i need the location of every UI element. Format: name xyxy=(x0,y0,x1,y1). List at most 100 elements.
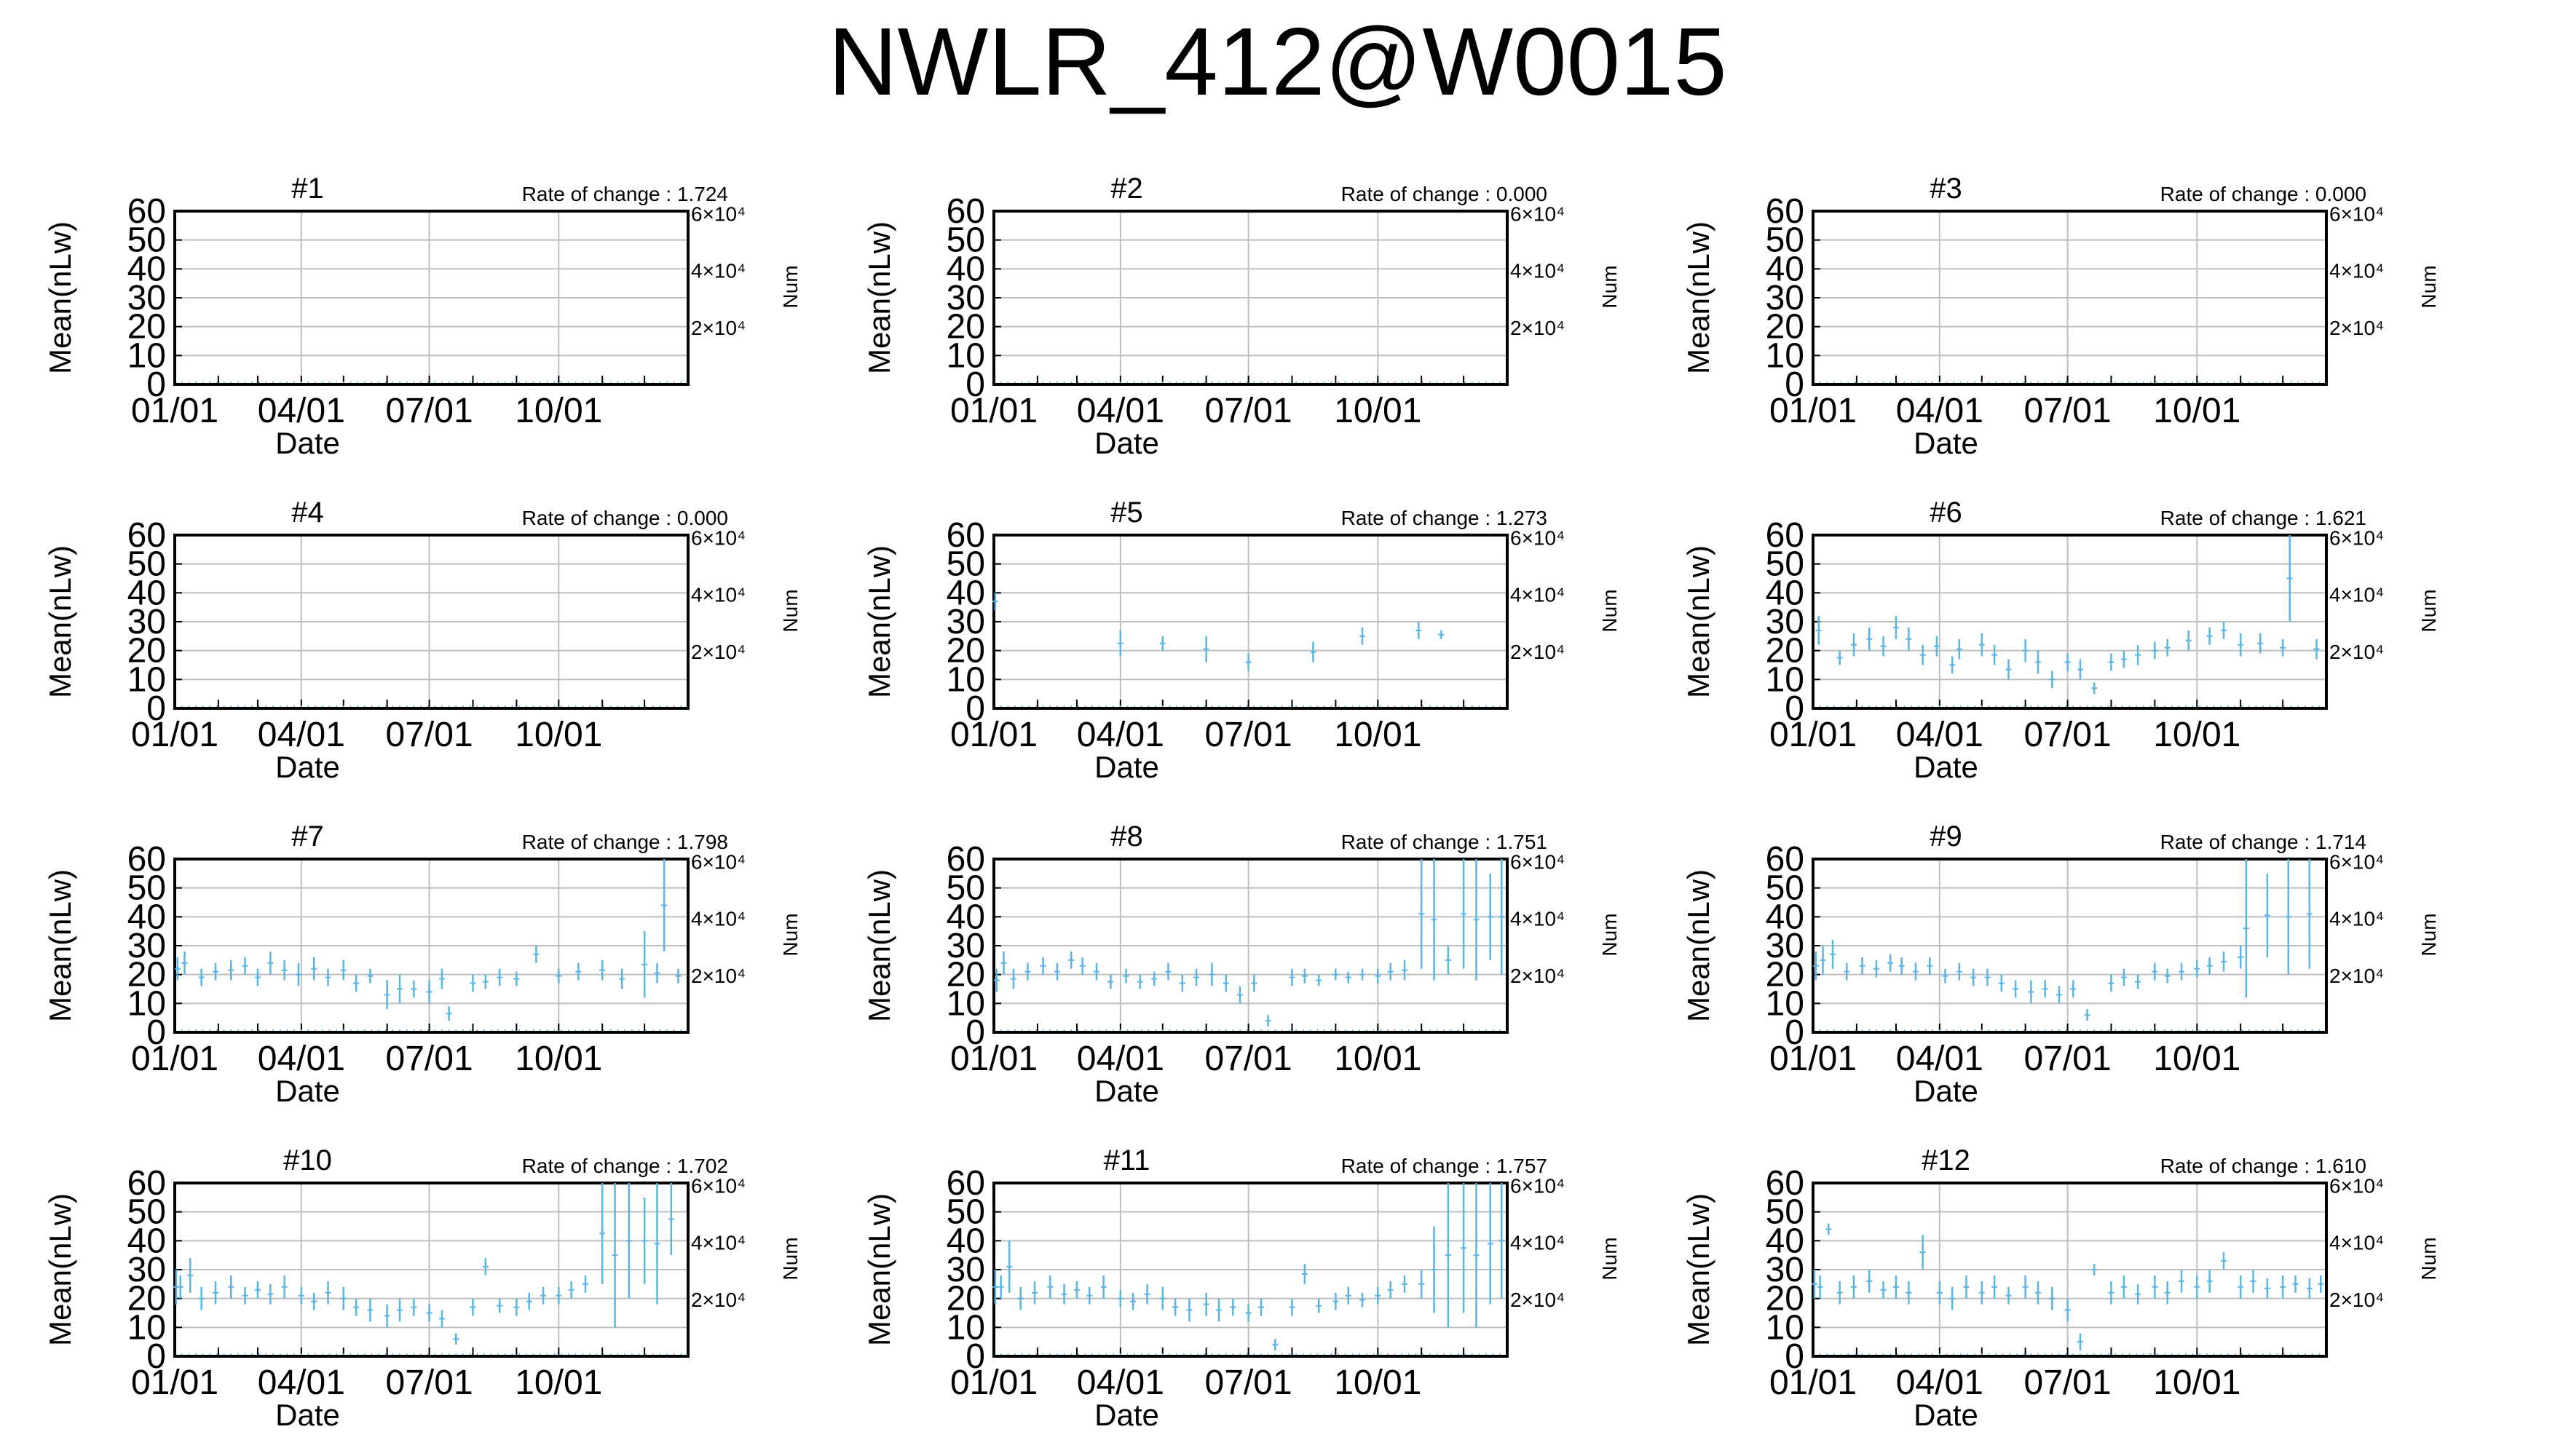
plot-frame xyxy=(1812,1182,2328,1358)
y2-tick-label: 6×10⁴ xyxy=(691,203,746,226)
x-tick-label: 10/01 xyxy=(2153,1040,2240,1078)
y-tick-label: 0 xyxy=(965,365,985,404)
chart-panel: #2 Rate of change : 0.000 0 10 20 30 40 50 60 01/… xyxy=(819,157,1670,484)
y-tick-label: 50 xyxy=(127,545,166,584)
y-tick-label: 10 xyxy=(947,984,985,1023)
y-tick-label: 30 xyxy=(127,279,166,317)
panel-title: #12 xyxy=(1922,1144,1970,1176)
x-axis-label: Date xyxy=(1094,750,1159,784)
plot-frame xyxy=(1812,858,2328,1034)
plot-frame xyxy=(992,858,1509,1034)
y-tick-label: 0 xyxy=(146,1337,166,1376)
y-axis-label: Mean(nLw) xyxy=(862,221,896,374)
plot-frame xyxy=(173,858,690,1034)
y-tick-label: 30 xyxy=(1766,927,1804,965)
y-tick-label: 40 xyxy=(947,574,985,612)
y-tick-label: 0 xyxy=(1785,1337,1804,1376)
panel-title: #1 xyxy=(291,173,324,205)
y-tick-label: 20 xyxy=(127,308,166,347)
y2-axis-label: Num xyxy=(2417,265,2440,308)
y-tick-label: 30 xyxy=(127,603,166,641)
y2-axis-label: Num xyxy=(1598,1237,1621,1280)
y-tick-label: 20 xyxy=(127,1280,166,1318)
y2-tick-label: 4×10⁴ xyxy=(691,584,746,606)
y-tick-label: 0 xyxy=(965,1337,985,1376)
x-axis-label: Date xyxy=(1914,426,1978,460)
y2-axis-label: Num xyxy=(779,589,802,632)
y2-tick-label: 6×10⁴ xyxy=(1510,1175,1565,1198)
rate-of-change-label: Rate of change : 0.000 xyxy=(1341,183,1547,205)
y-tick-label: 20 xyxy=(1766,956,1804,994)
y-axis-label: Mean(nLw) xyxy=(43,545,77,698)
y-tick-label: 0 xyxy=(1785,365,1804,404)
x-tick-label: 04/01 xyxy=(1077,1364,1164,1402)
y2-tick-label: 4×10⁴ xyxy=(2329,260,2384,282)
y-tick-label: 30 xyxy=(1766,603,1804,641)
y-tick-label: 10 xyxy=(127,984,166,1023)
y2-tick-label: 2×10⁴ xyxy=(691,317,746,339)
x-tick-label: 01/01 xyxy=(950,716,1038,754)
y2-tick-label: 2×10⁴ xyxy=(1510,317,1565,339)
x-tick-label: 10/01 xyxy=(2153,392,2240,430)
figure-title: NWLR_412@W0015 xyxy=(828,8,1727,115)
x-axis-label: Date xyxy=(1914,750,1978,784)
x-axis-label: Date xyxy=(275,426,340,460)
y-axis-label: Mean(nLw) xyxy=(862,1193,896,1346)
y-tick-label: 20 xyxy=(947,632,985,670)
chart-panel: #4 Rate of change : 0.000 0 10 20 30 40 50 60 01/… xyxy=(0,480,851,808)
y-tick-label: 20 xyxy=(1766,632,1804,670)
y-tick-label: 20 xyxy=(947,1280,985,1318)
y-tick-label: 40 xyxy=(947,1222,985,1260)
panel-title: #9 xyxy=(1930,820,1962,852)
x-tick-label: 01/01 xyxy=(950,1040,1038,1078)
y-tick-label: 40 xyxy=(947,250,985,288)
chart-panel: #8 Rate of change : 1.751 0 10 20 30 40 50 60 01/… xyxy=(819,804,1670,1132)
y-axis-label: Mean(nLw) xyxy=(1681,869,1715,1022)
x-tick-label: 04/01 xyxy=(1896,1040,1983,1078)
plot-frame xyxy=(992,1182,1509,1358)
y2-tick-label: 6×10⁴ xyxy=(1510,203,1565,226)
y-tick-label: 20 xyxy=(1766,1280,1804,1318)
chart-panel: #3 Rate of change : 0.000 0 10 20 30 40 50 60 01/… xyxy=(1638,157,2489,484)
y-tick-label: 60 xyxy=(1766,840,1804,879)
y2-axis-label: Num xyxy=(779,265,802,308)
chart-panel: #12 Rate of change : 1.610 0 10 20 30 40 50 60 01… xyxy=(1638,1128,2489,1456)
x-axis-label: Date xyxy=(1094,1074,1159,1108)
y2-tick-label: 4×10⁴ xyxy=(691,260,746,282)
rate-of-change-label: Rate of change : 1.757 xyxy=(1341,1155,1547,1177)
y-axis-label: Mean(nLw) xyxy=(43,1193,77,1346)
x-tick-label: 10/01 xyxy=(515,716,602,754)
y2-tick-label: 2×10⁴ xyxy=(691,641,746,663)
plot-frame xyxy=(173,534,690,710)
y2-tick-label: 6×10⁴ xyxy=(2329,851,2384,874)
y-tick-label: 40 xyxy=(127,898,166,936)
panel-title: #6 xyxy=(1930,496,1962,529)
y-tick-label: 10 xyxy=(947,660,985,699)
y-tick-label: 30 xyxy=(947,1251,985,1289)
y2-tick-label: 2×10⁴ xyxy=(691,1289,746,1311)
y-tick-label: 50 xyxy=(947,545,985,584)
y-tick-label: 40 xyxy=(1766,574,1804,612)
y-tick-label: 10 xyxy=(947,1308,985,1347)
x-tick-label: 07/01 xyxy=(1205,716,1292,754)
x-tick-label: 07/01 xyxy=(386,392,473,430)
y-tick-label: 20 xyxy=(947,956,985,994)
y-tick-label: 40 xyxy=(1766,1222,1804,1260)
rate-of-change-label: Rate of change : 1.724 xyxy=(522,183,728,205)
x-tick-label: 04/01 xyxy=(258,716,345,754)
y2-tick-label: 2×10⁴ xyxy=(691,965,746,987)
rate-of-change-label: Rate of change : 1.702 xyxy=(522,1155,728,1177)
y2-tick-label: 4×10⁴ xyxy=(691,1232,746,1254)
x-tick-label: 10/01 xyxy=(2153,716,2240,754)
y2-tick-label: 4×10⁴ xyxy=(2329,1232,2384,1254)
y-tick-label: 30 xyxy=(1766,1251,1804,1289)
x-tick-label: 10/01 xyxy=(1334,716,1421,754)
y-tick-label: 60 xyxy=(947,840,985,879)
panel-title: #5 xyxy=(1110,496,1143,529)
x-tick-label: 07/01 xyxy=(2024,392,2112,430)
